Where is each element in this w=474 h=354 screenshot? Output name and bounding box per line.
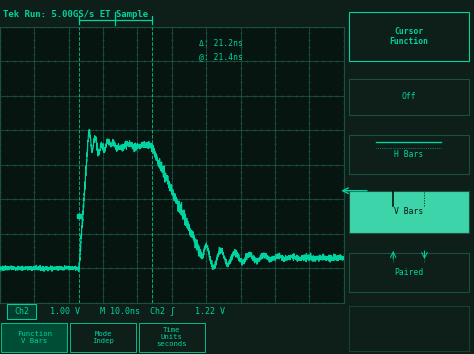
Bar [208, 323, 273, 352]
Text: Cursor
Function: Cursor Function [389, 27, 428, 46]
Text: Paired: Paired [394, 268, 423, 277]
Text: Tek Run: 5.00GS/s ET Sample: Tek Run: 5.00GS/s ET Sample [3, 10, 148, 19]
Bar [349, 253, 469, 292]
Bar [349, 306, 469, 352]
Text: V Bars: V Bars [394, 207, 423, 216]
Text: @: 21.4ns: @: 21.4ns [199, 52, 243, 61]
Bar [7, 304, 36, 319]
Bar [349, 12, 469, 61]
Bar [276, 323, 342, 352]
Bar [139, 323, 205, 352]
Text: Ch2: Ch2 [14, 307, 29, 316]
Bar [349, 191, 469, 233]
Bar [70, 323, 136, 352]
Text: H Bars: H Bars [394, 150, 423, 159]
Text: Time
Units
seconds: Time Units seconds [156, 327, 187, 347]
Text: Δ: 21.2ns: Δ: 21.2ns [199, 39, 243, 47]
Text: 1.00 V    M 10.0ns  Ch2 ʃ    1.22 V: 1.00 V M 10.0ns Ch2 ʃ 1.22 V [39, 307, 225, 316]
Text: Off: Off [401, 92, 416, 101]
Text: 2+: 2+ [0, 266, 4, 274]
Text: Mode
Indep: Mode Indep [92, 331, 114, 344]
Text: Function
V Bars: Function V Bars [17, 331, 52, 344]
Bar [1, 323, 67, 352]
Bar [349, 79, 469, 115]
Bar [349, 135, 469, 174]
